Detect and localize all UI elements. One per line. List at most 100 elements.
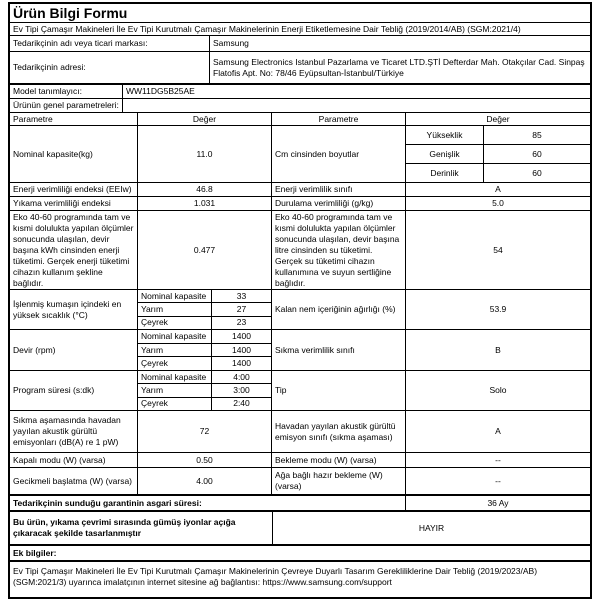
energy-class-value: A — [405, 183, 590, 196]
warranty-row: Tedarikçinin sunduğu garantinin asgari s… — [10, 494, 590, 510]
load-key: Nominal kapasite — [141, 330, 207, 341]
noise-value: 72 — [137, 411, 271, 452]
capacity-dimensions-row: Nominal kapasite(kg) 11.0 Cm cinsinden b… — [10, 125, 590, 182]
additional-info-text: Ev Tipi Çamaşır Makineleri İle Ev Tipi K… — [13, 566, 538, 587]
regulation-subtitle: Ev Tipi Çamaşır Makineleri İle Ev Tipi K… — [13, 23, 521, 34]
additional-info-header-row: Ek bilgiler: — [10, 544, 590, 560]
standby-value: -- — [405, 453, 590, 467]
energy-class-label: Enerji verimlilik sınıfı — [271, 183, 405, 196]
network-standby-value: -- — [405, 468, 590, 494]
load-item: Yarım 27 — [138, 302, 271, 316]
wash-index-value: 1.031 — [137, 197, 271, 210]
load-key: Yarım — [141, 303, 164, 314]
title-row: Ürün Bilgi Formu — [10, 4, 590, 22]
noise-class-value: A — [405, 411, 590, 452]
general-params-label: Ürünün genel parametreleri: — [13, 100, 119, 110]
wash-index-row: Yıkama verimliliği endeksi 1.031 Durulam… — [10, 196, 590, 210]
load-key: Yarım — [141, 344, 164, 355]
off-mode-row: Kapalı modu (W) (varsa) 0.50 Bekleme mod… — [10, 452, 590, 467]
type-label: Tip — [271, 371, 405, 410]
silver-ions-row: Bu ürün, yıkama çevrimi sırasında gümüş … — [10, 510, 590, 544]
header-param-left: Parametre — [13, 113, 53, 124]
spin-speed-row: Devir (rpm) Nominal kapasite 1400 Yarım … — [10, 329, 590, 370]
duration-label: Program süresi (s:dk) — [13, 385, 95, 395]
eei-row: Enerji verimliliği endeksi (EEIw) 46.8 E… — [10, 182, 590, 196]
header-value-right: Değer — [405, 113, 590, 125]
wash-index-label: Yıkama verimliliği endeksi — [13, 198, 111, 208]
load-key: Yarım — [141, 384, 164, 395]
max-temp-row: İşlenmiş kumaşın içindeki en yüksek sıca… — [10, 289, 590, 329]
delay-start-row: Gecikmeli başlatma (W) (varsa) 4.00 Ağa … — [10, 467, 590, 494]
dimension-item: Yükseklik 85 — [406, 126, 590, 144]
general-params-row: Ürünün genel parametreleri: — [10, 98, 590, 112]
energy-consumption-label: Eko 40-60 programında tam ve kısmi dolul… — [13, 211, 134, 288]
model-value: WW11DG5B25AE — [122, 85, 590, 98]
eco-consumption-row: Eko 40-60 programında tam ve kısmi dolul… — [10, 210, 590, 289]
noise-label: Sıkma aşamasında havadan yayılan akustik… — [13, 415, 121, 447]
spin-class-label: Sıkma verimlilik sınıfı — [271, 330, 405, 370]
max-temp-values: Nominal kapasite 33 Yarım 27 Çeyrek 23 — [137, 290, 271, 329]
supplier-address-label: Tedarikçinin adresi: — [13, 62, 86, 72]
warranty-value: 36 Ay — [405, 496, 590, 510]
dimensions-values: Yükseklik 85 Genişlik 60 Derinlik 60 — [405, 126, 590, 182]
warranty-label: Tedarikçinin sunduğu garantinin asgari s… — [13, 497, 202, 508]
moisture-value: 53.9 — [405, 290, 590, 329]
off-mode-value: 0.50 — [137, 453, 271, 467]
page-title: Ürün Bilgi Formu — [13, 5, 128, 21]
product-information-form: Ürün Bilgi Formu Ev Tipi Çamaşır Makinel… — [8, 2, 592, 599]
load-key: Çeyrek — [141, 398, 168, 409]
supplier-name-value: Samsung — [209, 36, 590, 51]
load-key: Çeyrek — [141, 317, 168, 328]
dimension-value: 60 — [483, 164, 590, 182]
load-value: 27 — [211, 303, 271, 316]
dimensions-label: Cm cinsinden boyutlar — [271, 126, 405, 182]
network-standby-label: Ağa bağlı hazır bekleme (W) (varsa) — [271, 468, 405, 494]
rinse-value: 5.0 — [405, 197, 590, 210]
additional-info-text-row: Ev Tipi Çamaşır Makineleri İle Ev Tipi K… — [10, 560, 590, 597]
load-value: 4:00 — [211, 371, 271, 384]
standby-label: Bekleme modu (W) (varsa) — [271, 453, 405, 467]
load-value: 2:40 — [211, 397, 271, 410]
load-item: Çeyrek 2:40 — [138, 396, 271, 410]
moisture-label: Kalan nem içeriğinin ağırlığı (%) — [271, 290, 405, 329]
load-key: Nominal kapasite — [141, 371, 207, 382]
energy-consumption-value: 0.477 — [137, 211, 271, 289]
eei-label: Enerji verimliliği endeksi (EEIw) — [13, 184, 132, 194]
load-item: Nominal kapasite 1400 — [138, 330, 271, 343]
noise-class-label: Havadan yayılan akustik gürültü emisyon … — [271, 411, 405, 452]
subtitle-row: Ev Tipi Çamaşır Makineleri İle Ev Tipi K… — [10, 22, 590, 35]
spin-class-value: B — [405, 330, 590, 370]
load-item: Çeyrek 23 — [138, 315, 271, 329]
load-value: 1400 — [211, 343, 271, 357]
dimension-value: 60 — [483, 145, 590, 163]
max-temp-label: İşlenmiş kumaşın içindeki en yüksek sıca… — [13, 298, 122, 320]
supplier-name-row: Tedarikçinin adı veya ticari markası: Sa… — [10, 35, 590, 51]
general-params-empty-cell — [122, 99, 590, 112]
dimension-value: 85 — [483, 126, 590, 144]
model-label: Model tanımlayıcı: — [13, 86, 82, 96]
load-item: Nominal kapasite 33 — [138, 290, 271, 303]
noise-row: Sıkma aşamasında havadan yayılan akustik… — [10, 410, 590, 452]
capacity-value: 11.0 — [137, 126, 271, 182]
load-key: Nominal kapasite — [141, 290, 207, 301]
delay-start-value: 4.00 — [137, 468, 271, 494]
type-value: Solo — [405, 371, 590, 410]
duration-values: Nominal kapasite 4:00 Yarım 3:00 Çeyrek … — [137, 371, 271, 410]
water-consumption-value: 54 — [405, 211, 590, 289]
off-mode-label: Kapalı modu (W) (varsa) — [13, 454, 106, 465]
dimension-item: Genişlik 60 — [406, 144, 590, 163]
load-item: Nominal kapasite 4:00 — [138, 371, 271, 384]
water-consumption-label: Eko 40-60 programında tam ve kısmi dolul… — [271, 211, 405, 289]
silver-ions-label: Bu ürün, yıkama çevrimi sırasında gümüş … — [13, 517, 236, 538]
dimension-key: Genişlik — [429, 148, 460, 159]
load-item: Yarım 1400 — [138, 342, 271, 357]
silver-ions-value: HAYIR — [272, 512, 590, 544]
load-item: Yarım 3:00 — [138, 383, 271, 397]
load-key: Çeyrek — [141, 358, 168, 369]
rinse-label: Durulama verimliliği (g/kg) — [271, 197, 405, 210]
table-header-row: Parametre Değer Parametre Değer — [10, 112, 590, 125]
supplier-address-row: Tedarikçinin adresi: Samsung Electronics… — [10, 51, 590, 83]
eei-value: 46.8 — [137, 183, 271, 196]
duration-row: Program süresi (s:dk) Nominal kapasite 4… — [10, 370, 590, 410]
supplier-name-label: Tedarikçinin adı veya ticari markası: — [13, 38, 148, 48]
